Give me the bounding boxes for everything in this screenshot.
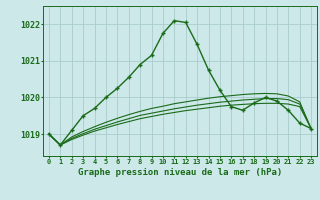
X-axis label: Graphe pression niveau de la mer (hPa): Graphe pression niveau de la mer (hPa)	[78, 168, 282, 177]
